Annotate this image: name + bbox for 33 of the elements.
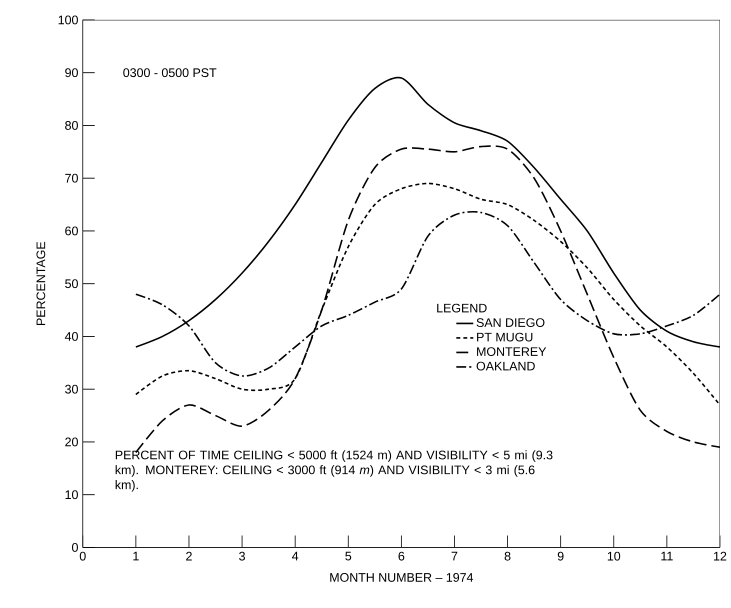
x-tick-label: 3 bbox=[239, 552, 245, 560]
y-tick-label: 90 bbox=[65, 68, 78, 77]
x-tick-label: 11 bbox=[661, 552, 673, 560]
legend-label: SAN DIEGO bbox=[476, 318, 544, 327]
x-tick-label: 1 bbox=[133, 552, 139, 560]
x-tick-label: 10 bbox=[608, 552, 620, 560]
x-tick-label: 2 bbox=[186, 552, 192, 560]
y-tick-label: 30 bbox=[65, 384, 78, 394]
x-tick-label: 12 bbox=[714, 552, 726, 560]
y-axis-title: PERCENTAGE bbox=[36, 242, 46, 325]
y-tick-label: 50 bbox=[65, 279, 78, 288]
legend-label: OAKLAND bbox=[476, 362, 535, 370]
x-tick-label: 6 bbox=[398, 552, 404, 560]
annotation: 0300 - 0500 PST bbox=[123, 68, 216, 77]
legend-title: LEGEND bbox=[437, 304, 487, 312]
x-tick-label: 4 bbox=[292, 552, 298, 560]
y-tick-label: 10 bbox=[66, 490, 78, 499]
y-tick-label: 0 bbox=[72, 542, 78, 552]
x-tick-label: 8 bbox=[504, 552, 510, 560]
text: PERCENT OF TIME CEILING < 5000 ft (1524 m) AND VISIBILITY < 5 mi (9.3 km). MONTEREY: CEILING < 3000 ft (914 m) AND VISIBILITY < 3 mi (5.6 km). bbox=[116, 450, 552, 492]
y-tick-label: 100 bbox=[58, 15, 78, 24]
y-tick-label: 60 bbox=[65, 226, 78, 236]
x-tick-label: 5 bbox=[345, 552, 352, 560]
y-tick-label: 20 bbox=[65, 437, 78, 446]
y-tick-label: 80 bbox=[65, 120, 78, 130]
x-tick-label: 9 bbox=[558, 552, 564, 560]
legend-label: PT MUGU bbox=[477, 332, 532, 342]
x-tick-label: 0 bbox=[80, 552, 86, 560]
x-axis-title: MONTH NUMBER – 1974 bbox=[330, 572, 474, 582]
legend-label: MONTEREY bbox=[477, 347, 546, 356]
y-tick-label: 40 bbox=[64, 332, 78, 341]
x-tick-label: 7 bbox=[452, 552, 458, 560]
y-tick-label: 70 bbox=[65, 174, 78, 182]
